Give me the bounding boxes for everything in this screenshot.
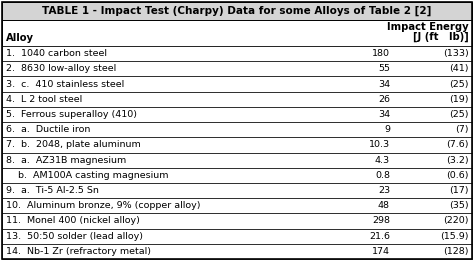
Text: 7.  b.  2048, plate aluminum: 7. b. 2048, plate aluminum bbox=[6, 140, 141, 149]
Bar bbox=[2, 122, 472, 137]
Bar bbox=[2, 183, 472, 198]
Text: [J (ft   lb)]: [J (ft lb)] bbox=[413, 32, 469, 42]
Text: 10.3: 10.3 bbox=[369, 140, 390, 149]
Text: Alloy: Alloy bbox=[6, 33, 34, 43]
Text: 21.6: 21.6 bbox=[369, 232, 390, 241]
Text: 6.  a.  Ductile iron: 6. a. Ductile iron bbox=[6, 125, 91, 134]
Text: 9: 9 bbox=[384, 125, 390, 134]
Bar bbox=[2, 46, 472, 61]
Text: 1.  1040 carbon steel: 1. 1040 carbon steel bbox=[6, 49, 107, 58]
Text: 55: 55 bbox=[378, 64, 390, 73]
Text: 26: 26 bbox=[378, 95, 390, 104]
Bar bbox=[2, 107, 472, 122]
Text: (133): (133) bbox=[443, 49, 469, 58]
Text: 180: 180 bbox=[372, 49, 390, 58]
Text: (7.6): (7.6) bbox=[447, 140, 469, 149]
Text: (3.2): (3.2) bbox=[447, 156, 469, 165]
Text: b.  AM100A casting magnesium: b. AM100A casting magnesium bbox=[6, 171, 168, 180]
Text: 0.8: 0.8 bbox=[375, 171, 390, 180]
Text: 23: 23 bbox=[378, 186, 390, 195]
Bar bbox=[2, 61, 472, 76]
Text: 14.  Nb-1 Zr (refractory metal): 14. Nb-1 Zr (refractory metal) bbox=[6, 247, 151, 256]
Bar bbox=[2, 152, 472, 168]
Text: (0.6): (0.6) bbox=[447, 171, 469, 180]
Text: 48: 48 bbox=[378, 201, 390, 210]
Text: 3.  c.  410 stainless steel: 3. c. 410 stainless steel bbox=[6, 80, 124, 88]
Text: (25): (25) bbox=[449, 110, 469, 119]
Text: 9.  a.  Ti-5 Al-2.5 Sn: 9. a. Ti-5 Al-2.5 Sn bbox=[6, 186, 99, 195]
Text: (15.9): (15.9) bbox=[440, 232, 469, 241]
Text: (17): (17) bbox=[449, 186, 469, 195]
Text: (35): (35) bbox=[449, 201, 469, 210]
Text: 4.  L 2 tool steel: 4. L 2 tool steel bbox=[6, 95, 82, 104]
Text: 34: 34 bbox=[378, 80, 390, 88]
Bar bbox=[2, 137, 472, 152]
Text: Impact Energy: Impact Energy bbox=[387, 22, 469, 32]
Bar bbox=[2, 2, 472, 20]
Text: 34: 34 bbox=[378, 110, 390, 119]
Bar bbox=[2, 229, 472, 244]
Text: 10.  Aluminum bronze, 9% (copper alloy): 10. Aluminum bronze, 9% (copper alloy) bbox=[6, 201, 201, 210]
Text: (220): (220) bbox=[444, 216, 469, 226]
Text: (7): (7) bbox=[456, 125, 469, 134]
Text: (41): (41) bbox=[449, 64, 469, 73]
Bar bbox=[2, 213, 472, 229]
Bar bbox=[2, 168, 472, 183]
Text: 174: 174 bbox=[372, 247, 390, 256]
Bar bbox=[2, 244, 472, 259]
Bar bbox=[2, 76, 472, 92]
Text: (25): (25) bbox=[449, 80, 469, 88]
Text: 298: 298 bbox=[372, 216, 390, 226]
Text: (19): (19) bbox=[449, 95, 469, 104]
Text: 11.  Monel 400 (nickel alloy): 11. Monel 400 (nickel alloy) bbox=[6, 216, 140, 226]
Text: (128): (128) bbox=[444, 247, 469, 256]
Bar bbox=[2, 20, 472, 46]
Text: 4.3: 4.3 bbox=[375, 156, 390, 165]
Text: 13.  50:50 solder (lead alloy): 13. 50:50 solder (lead alloy) bbox=[6, 232, 143, 241]
Text: 2.  8630 low-alloy steel: 2. 8630 low-alloy steel bbox=[6, 64, 116, 73]
Text: TABLE 1 - Impact Test (Charpy) Data for some Alloys of Table 2 [2]: TABLE 1 - Impact Test (Charpy) Data for … bbox=[42, 6, 432, 16]
Text: 8.  a.  AZ31B magnesium: 8. a. AZ31B magnesium bbox=[6, 156, 126, 165]
Text: 5.  Ferrous superalloy (410): 5. Ferrous superalloy (410) bbox=[6, 110, 137, 119]
Bar bbox=[2, 198, 472, 213]
Bar bbox=[2, 92, 472, 107]
